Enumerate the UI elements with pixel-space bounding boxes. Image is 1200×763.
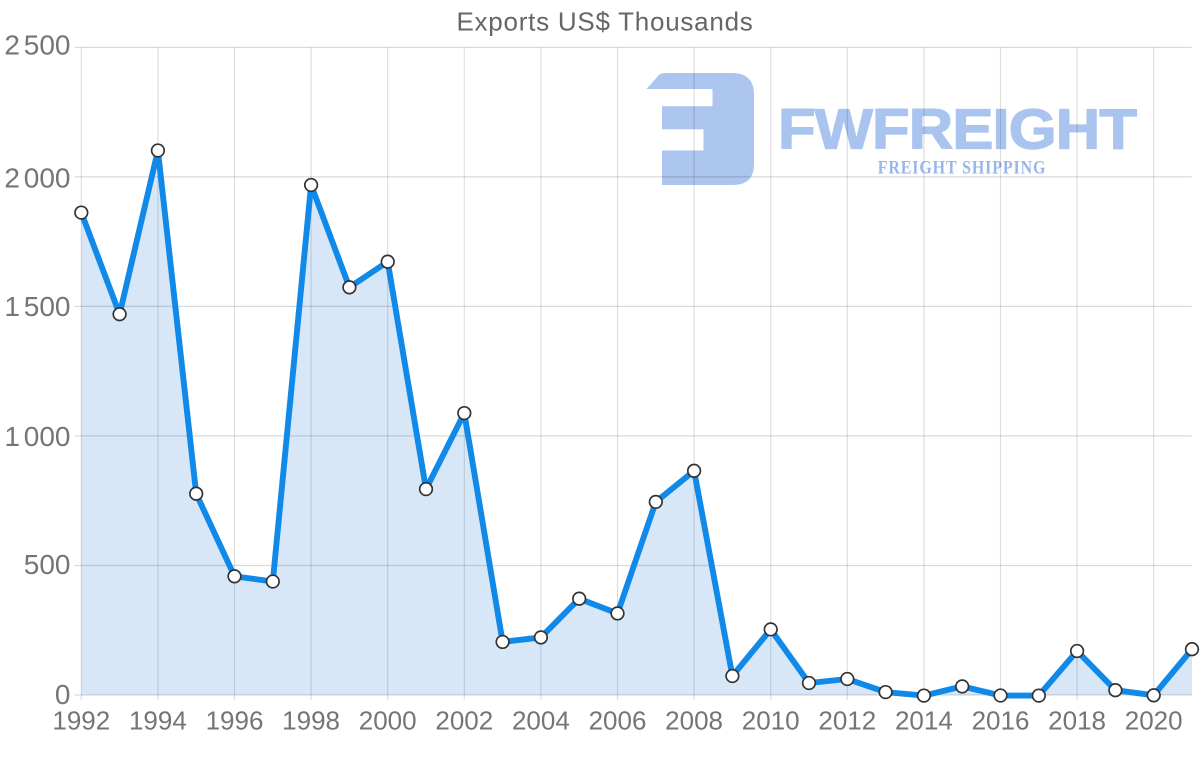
svg-text:2018: 2018 — [1048, 706, 1106, 736]
svg-text:2002: 2002 — [435, 706, 493, 736]
svg-text:2014: 2014 — [895, 706, 953, 736]
svg-text:Exports US$ Thousands: Exports US$ Thousands — [456, 6, 753, 36]
svg-text:0: 0 — [55, 679, 71, 710]
svg-text:1996: 1996 — [206, 706, 264, 736]
svg-text:2008: 2008 — [665, 706, 723, 736]
svg-text:1 500: 1 500 — [4, 291, 70, 322]
svg-text:2 000: 2 000 — [4, 163, 70, 194]
svg-text:1992: 1992 — [52, 706, 110, 736]
svg-text:2004: 2004 — [512, 706, 570, 736]
svg-text:1 000: 1 000 — [4, 421, 70, 452]
svg-text:FREIGHT SHIPPING: FREIGHT SHIPPING — [878, 157, 1047, 177]
svg-text:1994: 1994 — [129, 706, 187, 736]
svg-text:2 500: 2 500 — [4, 30, 70, 61]
svg-text:500: 500 — [24, 549, 71, 580]
svg-text:1998: 1998 — [282, 706, 340, 736]
svg-text:2020: 2020 — [1125, 706, 1183, 736]
svg-text:2006: 2006 — [589, 706, 647, 736]
svg-text:2000: 2000 — [359, 706, 417, 736]
svg-text:2012: 2012 — [818, 706, 876, 736]
svg-text:2016: 2016 — [972, 706, 1030, 736]
svg-text:FWFREIGHT: FWFREIGHT — [778, 96, 1137, 160]
svg-text:2010: 2010 — [742, 706, 800, 736]
